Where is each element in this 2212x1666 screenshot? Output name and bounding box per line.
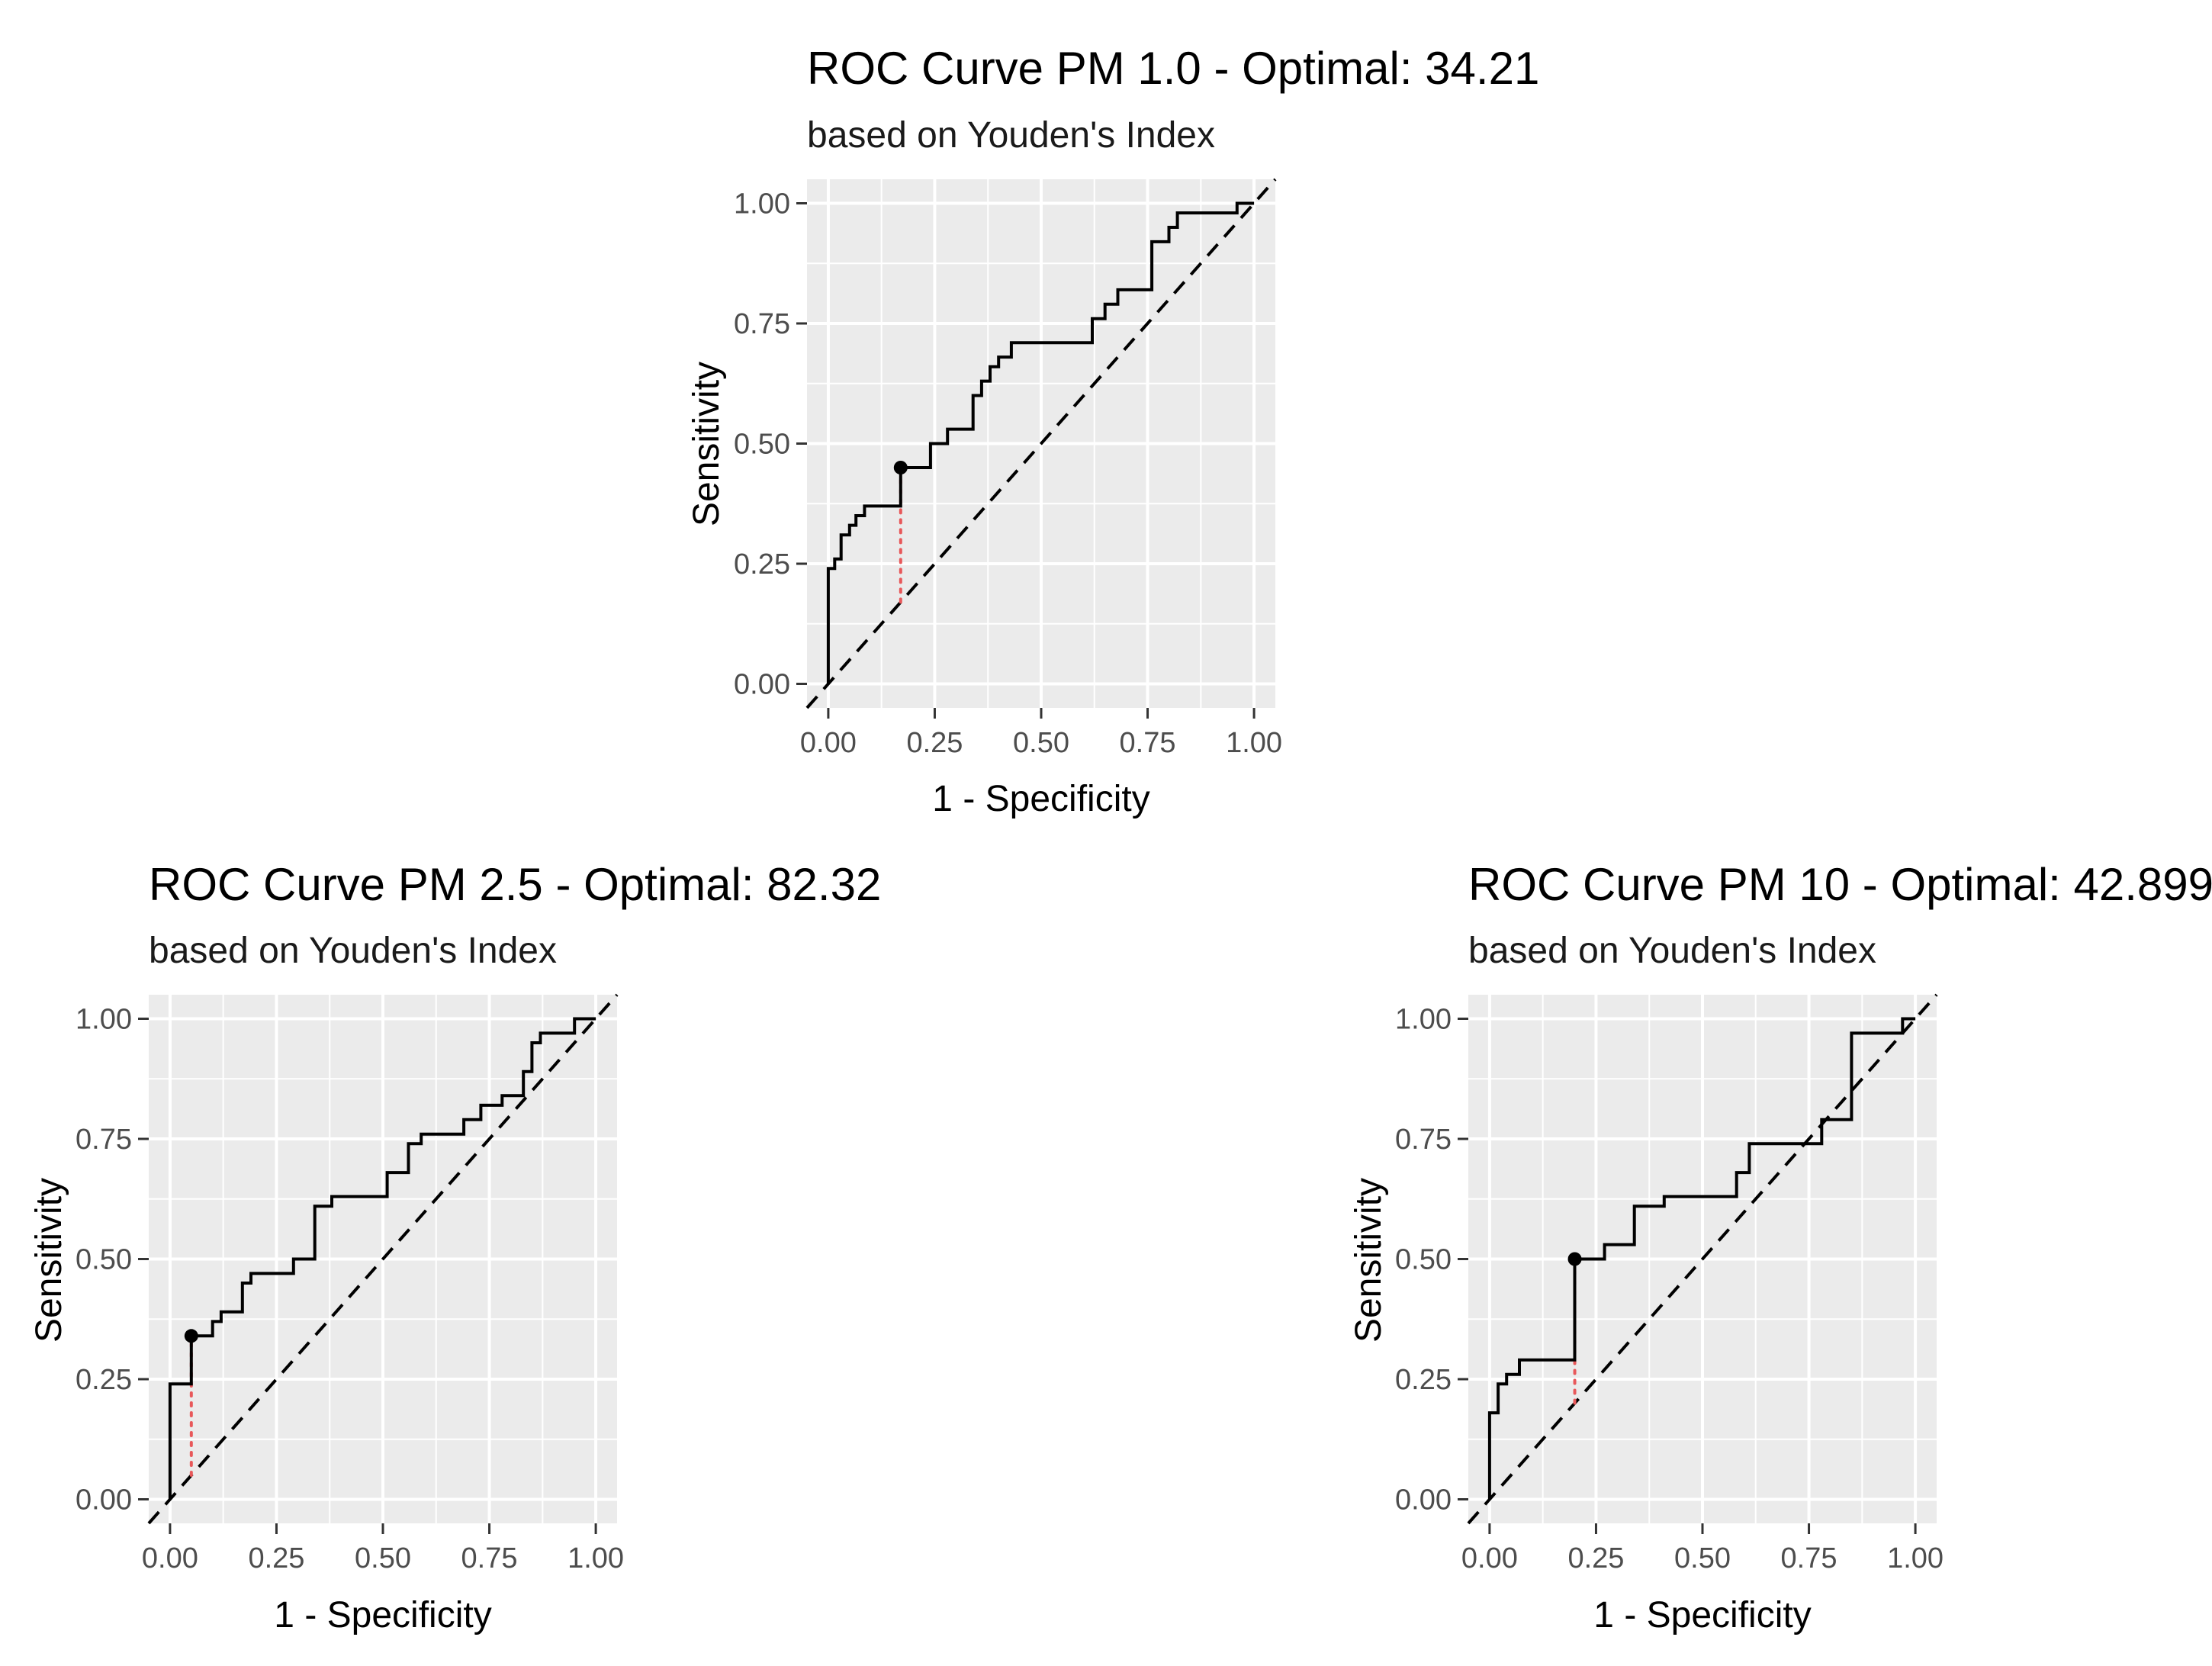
y-tick-label: 1.00: [734, 188, 790, 220]
axis-ticks: 0.00 0.25 0.50 0.75 1.00 0.00 0.25 0.50 …: [1395, 1004, 1944, 1575]
x-tick-label: 1.00: [1887, 1542, 1944, 1574]
y-tick-label: 0.50: [1395, 1244, 1452, 1276]
y-tick-label: 0.75: [734, 308, 790, 340]
y-axis-title: Sensitivity: [29, 1178, 69, 1343]
x-tick-label: 0.50: [1674, 1542, 1731, 1574]
x-tick-label: 0.75: [1781, 1542, 1837, 1574]
y-axis-title: Sensitivity: [686, 362, 727, 526]
x-tick-label: 0.50: [1013, 727, 1069, 759]
y-tick-label: 0.00: [76, 1484, 132, 1516]
y-axis-title: Sensitivity: [1349, 1178, 1389, 1343]
x-tick-label: 0.75: [1120, 727, 1176, 759]
optimal-cutoff-point: [184, 1329, 198, 1343]
x-tick-label: 1.00: [1226, 727, 1282, 759]
x-tick-label: 0.00: [142, 1542, 198, 1574]
y-tick-label: 0.00: [734, 669, 790, 701]
plot-title: ROC Curve PM 2.5 - Optimal: 82.32: [149, 859, 881, 910]
plot-title: ROC Curve PM 1.0 - Optimal: 34.21: [807, 43, 1539, 94]
axis-ticks: 0.00 0.25 0.50 0.75 1.00 0.00 0.25 0.50 …: [76, 1004, 624, 1575]
y-tick-label: 0.25: [1395, 1364, 1452, 1396]
optimal-cutoff-point: [1567, 1252, 1582, 1266]
roc-plot-pm25: ROC Curve PM 2.5 - Optimal: 82.32 based …: [29, 859, 881, 1635]
y-tick-label: 0.75: [76, 1124, 132, 1156]
y-tick-label: 0.25: [734, 548, 790, 581]
x-tick-label: 0.50: [355, 1542, 411, 1574]
x-tick-label: 0.75: [461, 1542, 518, 1574]
y-tick-label: 0.75: [1395, 1124, 1452, 1156]
x-axis-title: 1 - Specificity: [274, 1595, 491, 1635]
x-tick-label: 1.00: [567, 1542, 624, 1574]
y-tick-label: 0.25: [76, 1364, 132, 1396]
data-layer: [147, 993, 619, 1525]
reference-diagonal-line: [805, 178, 1277, 709]
roc-plot-pm1: ROC Curve PM 1.0 - Optimal: 34.21 based …: [686, 43, 1539, 819]
plot-title: ROC Curve PM 10 - Optimal: 42.899: [1468, 859, 2212, 910]
y-tick-label: 0.50: [734, 429, 790, 461]
roc-plot-pm10: ROC Curve PM 10 - Optimal: 42.899 based …: [1349, 859, 2212, 1635]
y-tick-label: 0.50: [76, 1244, 132, 1276]
x-tick-label: 0.00: [1461, 1542, 1518, 1574]
data-layer: [805, 178, 1277, 709]
x-tick-label: 0.25: [248, 1542, 304, 1574]
reference-diagonal-line: [1467, 993, 1938, 1525]
axis-ticks: 0.00 0.25 0.50 0.75 1.00 0.00 0.25 0.50 …: [734, 188, 1282, 760]
y-tick-label: 1.00: [76, 1004, 132, 1036]
x-axis-title: 1 - Specificity: [932, 779, 1149, 819]
roc-curve-line: [1487, 1017, 1916, 1500]
y-tick-label: 0.00: [1395, 1484, 1452, 1516]
plot-subtitle: based on Youden's Index: [807, 115, 1215, 156]
roc-curve-line: [168, 1017, 596, 1500]
x-tick-label: 0.25: [906, 727, 963, 759]
roc-curve-line: [826, 201, 1255, 684]
x-tick-label: 0.25: [1567, 1542, 1624, 1574]
optimal-cutoff-point: [893, 461, 908, 474]
x-axis-title: 1 - Specificity: [1593, 1595, 1811, 1635]
reference-diagonal-line: [147, 993, 619, 1525]
plot-subtitle: based on Youden's Index: [149, 931, 557, 971]
y-tick-label: 1.00: [1395, 1004, 1452, 1036]
plot-subtitle: based on Youden's Index: [1468, 931, 1876, 971]
x-tick-label: 0.00: [800, 727, 857, 759]
data-layer: [1467, 993, 1938, 1525]
